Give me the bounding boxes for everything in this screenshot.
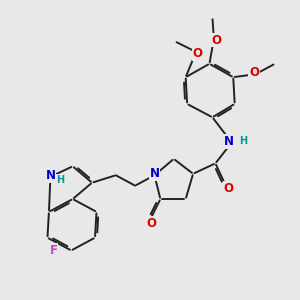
Text: N: N: [149, 167, 160, 180]
Text: O: O: [249, 66, 259, 79]
Text: O: O: [211, 34, 221, 46]
Text: O: O: [146, 217, 157, 230]
Text: N: N: [45, 169, 56, 182]
Text: O: O: [193, 47, 202, 60]
Text: H: H: [56, 175, 64, 185]
Text: N: N: [224, 135, 234, 148]
Text: H: H: [239, 136, 247, 146]
Text: O: O: [224, 182, 234, 195]
Text: F: F: [50, 244, 57, 257]
